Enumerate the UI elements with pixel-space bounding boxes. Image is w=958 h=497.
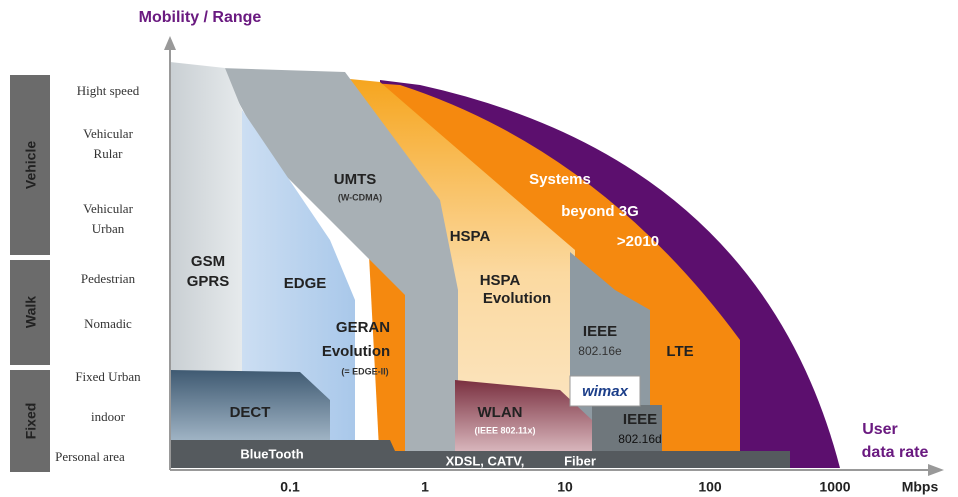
wlan-area (455, 380, 592, 452)
region-label: HSPA (480, 272, 521, 289)
level: Personal area (55, 449, 125, 464)
region-label: (W-CDMA) (338, 192, 382, 202)
x-tick-label: 1000 (819, 479, 850, 495)
levels: Hight speed Vehicular Rular Vehicular Ur… (55, 83, 141, 464)
region-label: >2010 (617, 233, 659, 250)
level: Vehicular (83, 126, 133, 141)
region-label: wimax (582, 383, 629, 400)
region-label: BlueTooth (240, 446, 303, 461)
region-label: (IEEE 802.11x) (474, 425, 535, 435)
wimax-box (569, 375, 641, 407)
region-label: Evolution (483, 290, 551, 307)
y-axis-title: Mobility / Range (139, 9, 262, 26)
x-tick-label: 1 (421, 479, 429, 495)
level: Rular (94, 146, 124, 161)
region-label: Evolution (322, 343, 390, 360)
region-label: XDSL, CATV, (446, 453, 525, 468)
level: Fixed Urban (75, 369, 141, 384)
level: Hight speed (77, 83, 140, 98)
level: Pedestrian (81, 271, 136, 286)
group-label: Walk (23, 296, 39, 328)
level: Urban (92, 221, 125, 236)
fixed-bar (170, 440, 790, 468)
hspa-area (340, 78, 575, 468)
region-label: Systems (529, 171, 591, 188)
region-label: EDGE (284, 275, 327, 292)
region-label: IEEE (623, 411, 657, 428)
region-label: DECT (230, 404, 271, 421)
x-axis-title: data rate (862, 444, 929, 461)
ieee-16d-area (592, 405, 662, 456)
level: indoor (91, 409, 126, 424)
x-unit: Mbps (902, 479, 939, 495)
regions (170, 62, 840, 468)
x-axis-title: User (862, 421, 898, 438)
dect-area (170, 370, 330, 440)
region-label: beyond 3G (561, 203, 639, 220)
gsm-area (170, 62, 242, 440)
region-label: GPRS (187, 273, 230, 290)
region-label: WLAN (478, 404, 523, 421)
level: Vehicular (83, 201, 133, 216)
axes: Mobility / Range User data rate 0.1 1 10… (139, 9, 944, 495)
x-tick-label: 100 (698, 479, 722, 495)
x-arrow (928, 464, 944, 476)
group-label: Vehicle (23, 141, 39, 189)
y-arrow (164, 36, 176, 50)
region-labels: GSM GPRS EDGE UMTS (W-CDMA) HSPA HSPA Ev… (187, 171, 694, 468)
region-label: GSM (191, 253, 225, 270)
group-box (10, 75, 50, 255)
region-label: HSPA (450, 228, 491, 245)
group-box (10, 370, 50, 472)
region-label: LTE (666, 343, 693, 360)
region-label: Fiber (564, 453, 596, 468)
region-label: UMTS (334, 171, 377, 188)
umts-area (220, 68, 458, 452)
edge-area (232, 95, 355, 440)
region-label: GERAN (336, 319, 390, 336)
level: Nomadic (84, 316, 132, 331)
group-box (10, 260, 50, 365)
group-label: Fixed (23, 403, 39, 440)
region-label: 802.16e (578, 344, 622, 358)
x-tick-label: 0.1 (280, 479, 300, 495)
groups: Vehicle Walk Fixed (10, 75, 50, 472)
x-tick-label: 10 (557, 479, 573, 495)
region-label: (= EDGE-II) (341, 366, 388, 376)
region-label: 802.16d (618, 432, 661, 446)
region-label: IEEE (583, 323, 617, 340)
